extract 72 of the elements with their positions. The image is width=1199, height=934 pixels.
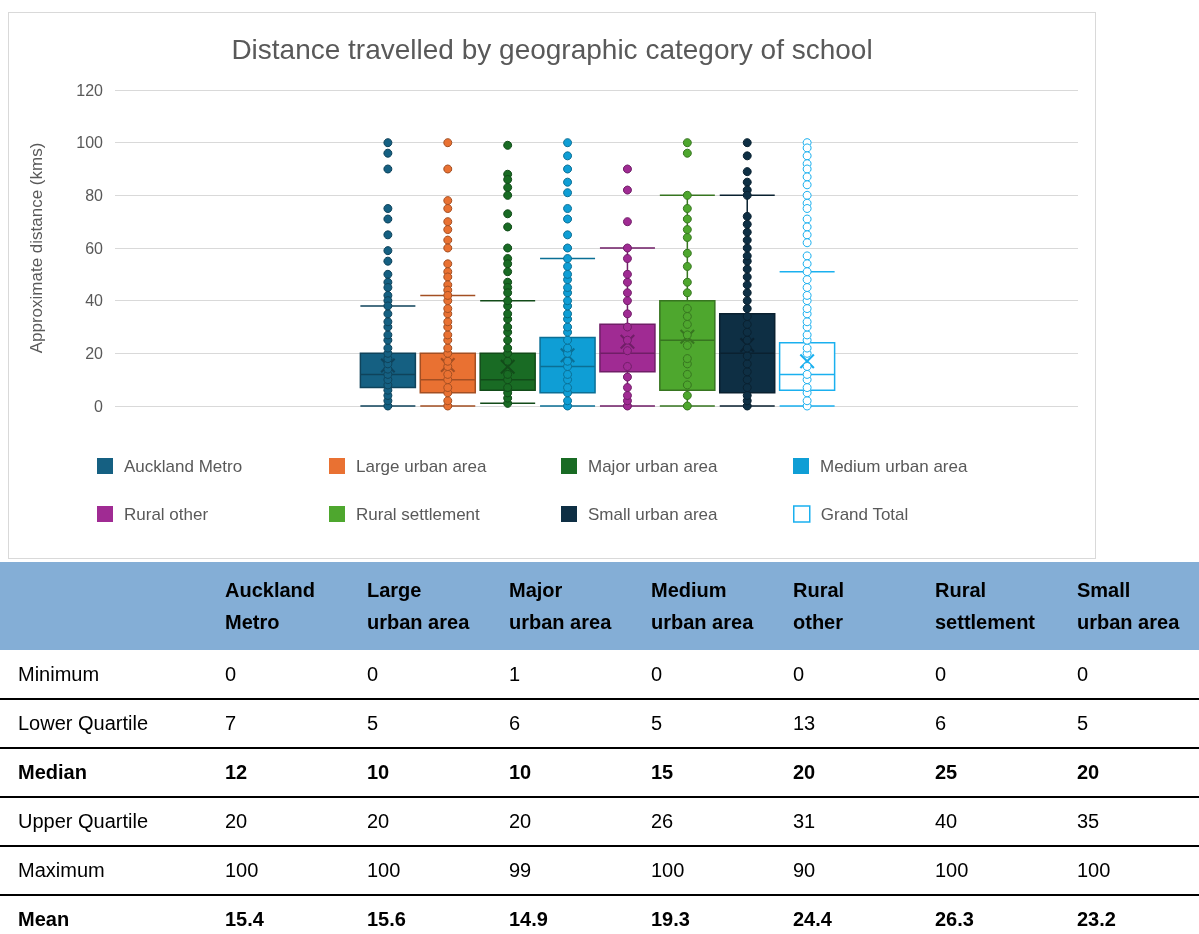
y-tick-label: 80 — [85, 186, 104, 204]
data-label: 20 — [215, 797, 357, 846]
data-label: 10 — [499, 748, 641, 797]
y-tick-label: 20 — [85, 344, 104, 362]
data-label: 35 — [1067, 797, 1199, 846]
data-label: 12 — [215, 748, 357, 797]
y-axis-title: Approximate distance (kms) — [27, 142, 46, 354]
data-label: 19.3 — [641, 895, 783, 934]
y-tick-label: 120 — [76, 81, 104, 99]
y-tick-label: Lower Quartile — [17, 711, 150, 736]
data-label: 0 — [357, 650, 499, 699]
data-label: 100 — [925, 846, 1067, 895]
y-tick-label: Minimum — [17, 661, 101, 687]
data-label: 40 — [925, 797, 1067, 846]
legend-label: Medium urban area — [820, 456, 968, 476]
y-tick-label: 100 — [76, 134, 104, 152]
x-tick-label: Small urban area — [1077, 578, 1181, 635]
x-tick-label: Large urban area — [367, 578, 471, 635]
y-tick-label: Mean — [17, 907, 71, 932]
legend-label: Large urban area — [356, 456, 487, 476]
legend-label: Major urban area — [588, 456, 718, 476]
data-label: 10 — [357, 748, 499, 797]
legend-label: Grand Total — [820, 504, 909, 524]
x-tick-label: Rural settlement — [935, 578, 1037, 635]
data-label: 100 — [641, 846, 783, 895]
data-label: 0 — [783, 650, 925, 699]
x-tick-label: Medium urban area — [651, 578, 755, 635]
y-tick-label: Median — [17, 760, 88, 785]
data-label: 23.2 — [1067, 895, 1199, 934]
x-tick-label: Rural other — [793, 578, 846, 635]
data-label: 20 — [357, 797, 499, 846]
data-label: 1 — [499, 650, 641, 699]
data-label: 14.9 — [499, 895, 641, 934]
data-label: 100 — [357, 846, 499, 895]
legend-label: Rural settlement — [356, 504, 481, 524]
data-label: 0 — [1067, 650, 1199, 699]
y-tick-label: 60 — [85, 239, 104, 257]
legend-label: Small urban area — [588, 504, 718, 524]
chart-title: Distance travelled by geographic category of school — [231, 33, 873, 65]
data-label: 31 — [783, 797, 925, 846]
data-label: 99 — [499, 846, 641, 895]
data-label: 0 — [215, 650, 357, 699]
x-tick-label: Major urban area — [509, 578, 613, 635]
data-label: 0 — [641, 650, 783, 699]
data-label: 5 — [1067, 699, 1199, 748]
data-label: 25 — [925, 748, 1067, 797]
data-label: 26.3 — [925, 895, 1067, 934]
x-tick-label: Auckland Metro — [225, 578, 317, 635]
data-label: 24.4 — [783, 895, 925, 934]
data-label: 15.4 — [215, 895, 357, 934]
data-label: 5 — [641, 699, 783, 748]
data-label: 6 — [499, 699, 641, 748]
data-label: 6 — [925, 699, 1067, 748]
y-tick-label: 0 — [94, 397, 104, 415]
data-label: 100 — [1067, 846, 1199, 895]
data-label: 5 — [357, 699, 499, 748]
legend-label: Auckland Metro — [124, 456, 243, 476]
data-label: 26 — [641, 797, 783, 846]
data-label: 13 — [783, 699, 925, 748]
data-label: 100 — [215, 846, 357, 895]
y-tick-label: Upper Quartile — [17, 809, 150, 834]
data-label: 20 — [1067, 748, 1199, 797]
legend-label: Rural other — [124, 504, 209, 524]
data-label: 20 — [783, 748, 925, 797]
data-label: 90 — [783, 846, 925, 895]
data-label: 15 — [641, 748, 783, 797]
y-tick-label: 40 — [85, 292, 104, 310]
data-label: 20 — [499, 797, 641, 846]
data-label: 7 — [215, 699, 357, 748]
data-label: 0 — [925, 650, 1067, 699]
data-label: 15.6 — [357, 895, 499, 934]
y-tick-label: Maximum — [17, 858, 106, 883]
